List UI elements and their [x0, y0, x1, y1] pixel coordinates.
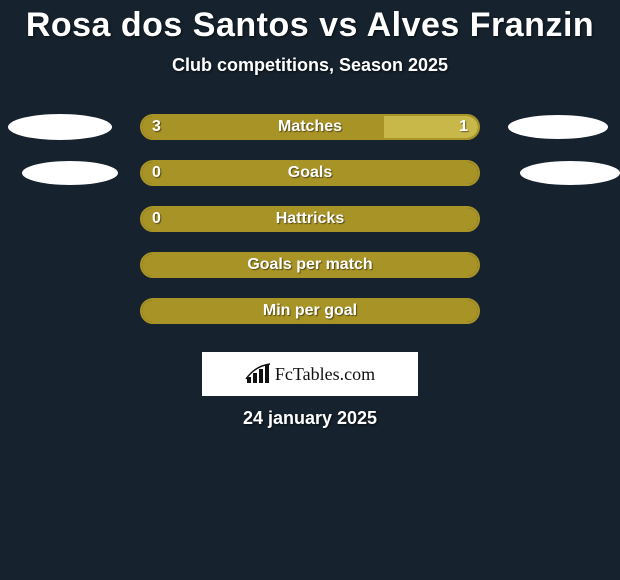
team-right-marker [520, 161, 620, 185]
team-right-marker [508, 115, 608, 139]
brand-text: FcTables.com [275, 364, 375, 385]
page-subtitle: Club competitions, Season 2025 [0, 55, 620, 76]
stat-bar: Goals0 [140, 160, 480, 186]
stat-bar: Matches31 [140, 114, 480, 140]
stat-rows-container: Matches31Goals0Hattricks0Goals per match… [0, 104, 620, 334]
stat-bar-left-fill [142, 300, 478, 322]
stat-row: Goals0 [0, 150, 620, 196]
page-date: 24 january 2025 [0, 408, 620, 429]
stat-value-right: 1 [459, 116, 468, 138]
stat-bar: Goals per match [140, 252, 480, 278]
stat-value-left: 0 [152, 208, 161, 230]
stat-bar-left-fill [142, 116, 384, 138]
stat-value-left: 3 [152, 116, 161, 138]
chart-icon [245, 363, 271, 385]
stat-row: Min per goal [0, 288, 620, 334]
brand-badge: FcTables.com [202, 352, 418, 396]
page-title: Rosa dos Santos vs Alves Franzin [0, 0, 620, 45]
stat-row: Hattricks0 [0, 196, 620, 242]
stat-value-left: 0 [152, 162, 161, 184]
team-left-marker [8, 114, 112, 140]
team-left-marker [22, 161, 118, 185]
stat-bar-left-fill [142, 162, 478, 184]
stat-row: Matches31 [0, 104, 620, 150]
stat-bar-left-fill [142, 254, 478, 276]
stat-bar: Min per goal [140, 298, 480, 324]
stat-bar-left-fill [142, 208, 478, 230]
stat-row: Goals per match [0, 242, 620, 288]
stat-bar: Hattricks0 [140, 206, 480, 232]
